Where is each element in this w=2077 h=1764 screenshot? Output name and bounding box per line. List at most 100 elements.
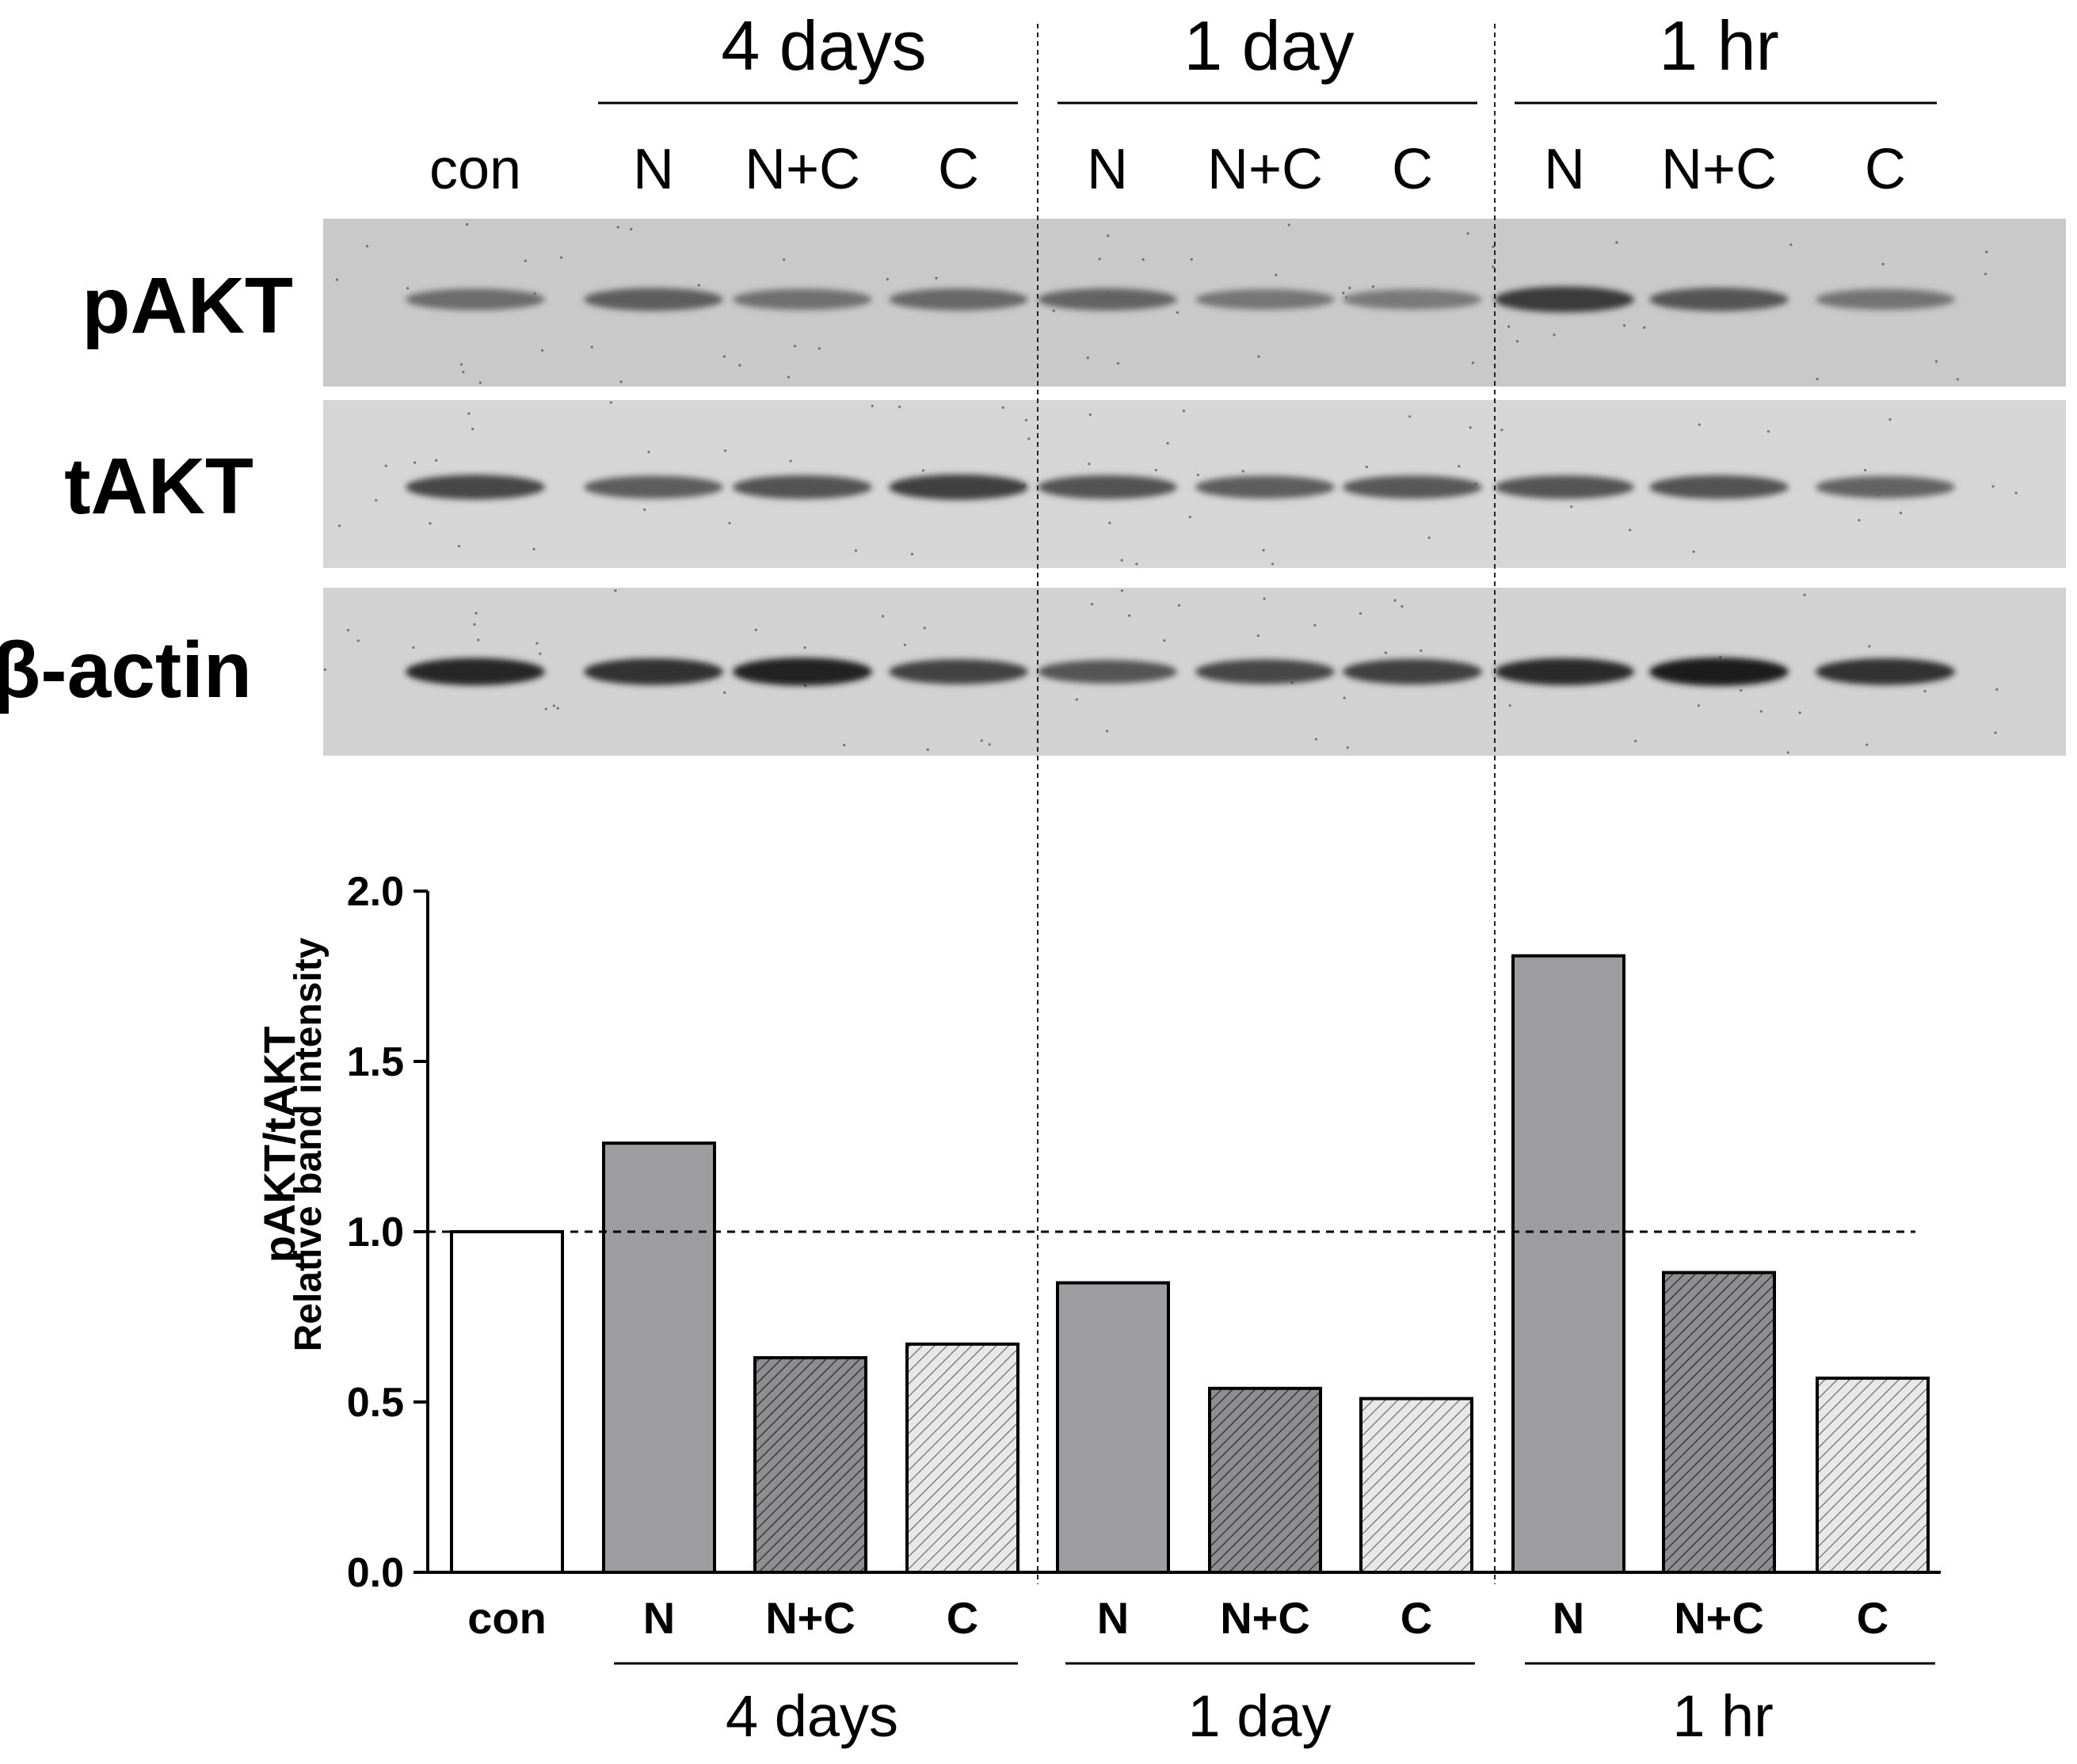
blot-speckle — [988, 743, 991, 746]
blot-speckle — [1256, 634, 1260, 638]
blot-speckle — [1984, 272, 1987, 276]
blot-speckle — [738, 364, 741, 367]
bar — [1511, 954, 1625, 1574]
blot-speckle — [1086, 356, 1089, 360]
blot-speckle — [1166, 442, 1169, 445]
blot-speckle — [539, 652, 542, 655]
x-tick-label: C — [1401, 1593, 1432, 1643]
blot-speckle — [1643, 326, 1646, 330]
blot-speckle — [803, 646, 806, 650]
blot-speckle — [1923, 689, 1926, 693]
blot-speckle — [1469, 426, 1472, 429]
blot-band — [889, 474, 1028, 500]
blot-speckle — [1492, 245, 1495, 249]
blot-speckle — [1052, 309, 1055, 312]
blot-band — [1649, 475, 1789, 499]
blot-speckle — [980, 739, 983, 742]
blot-group-label-1day: 1 day — [1183, 6, 1354, 85]
blot-speckle — [435, 459, 438, 462]
x-group-label-4days: 4 days — [726, 1683, 898, 1749]
blot-speckle — [1163, 639, 1166, 642]
blot-speckle — [1994, 731, 1997, 734]
blot-band — [1195, 659, 1335, 684]
blot-band — [733, 475, 872, 499]
y-tick-label: 1.5 — [347, 1039, 404, 1085]
blot-speckle — [793, 345, 797, 348]
blot-lane-label: N — [1544, 138, 1585, 201]
blot-row-label: β-actin — [0, 626, 252, 714]
y-axis-title: pAKT/tAKT — [254, 1027, 304, 1263]
x-tick-label: N+C — [1220, 1593, 1310, 1643]
blot-membrane — [323, 219, 2066, 387]
blot-header: 4 days 1 day 1 hr con N N+C C N N+C C N N+C C — [429, 6, 1937, 201]
blot-lane-label: con — [429, 138, 521, 201]
blot-speckle — [524, 259, 528, 262]
blot-speckle — [1991, 485, 1995, 488]
blot-band — [1649, 288, 1789, 311]
y-tick-label: 1.0 — [347, 1210, 404, 1255]
blot-band — [584, 475, 723, 499]
blot-speckle — [1570, 505, 1573, 509]
blot-band — [889, 659, 1028, 684]
blot-speckle — [1263, 597, 1266, 600]
blot-speckle — [2014, 491, 2018, 494]
blot-lane-label: N+C — [745, 138, 860, 201]
blot-speckle — [1090, 603, 1094, 606]
blot-speckle — [541, 349, 544, 352]
blot-speckle — [1128, 614, 1131, 617]
blot-band — [1195, 475, 1335, 499]
blot-speckle — [1177, 604, 1181, 607]
blot-lane-label: N — [633, 138, 674, 201]
blot-speckle — [1865, 743, 1869, 746]
blot-speckle — [1956, 378, 1959, 381]
blot-speckle — [1342, 291, 1345, 295]
blot-speckle — [1154, 468, 1157, 472]
blot-speckle — [1798, 711, 1801, 714]
blot-panel: β-actin — [0, 588, 2066, 756]
blot-band — [1343, 289, 1482, 310]
blot-speckle — [921, 469, 925, 472]
blot-speckle — [1346, 746, 1349, 749]
blot-speckle — [787, 375, 791, 379]
blot-speckle — [1515, 340, 1519, 343]
blot-speckle — [1985, 250, 1988, 253]
blot-speckle — [323, 668, 326, 671]
blot-speckle — [1371, 285, 1375, 288]
blot-speckle — [1553, 333, 1556, 337]
blot-speckle — [459, 363, 463, 366]
blot-speckle — [1622, 324, 1626, 327]
blot-membrane — [323, 400, 2066, 568]
blot-speckle — [1864, 469, 1867, 472]
blot-speckle — [1105, 730, 1109, 733]
blot-speckle — [843, 743, 846, 747]
blot-speckle — [1507, 325, 1511, 328]
blot-speckle — [1858, 519, 1861, 522]
blot-speckle — [898, 406, 901, 409]
blot-speckle — [926, 748, 929, 751]
blot-speckle — [1458, 465, 1461, 468]
blot-speckle — [630, 227, 633, 231]
bar-chart: 0.0 0.5 1.0 1.5 2.0 con N N+C C N N+C C N N+C C pAKT/… — [254, 869, 1941, 1749]
blot-speckle — [1629, 528, 1632, 531]
blot-speckle — [457, 544, 460, 548]
blot-band — [733, 288, 872, 311]
blot-speckle — [1088, 463, 1091, 466]
blot-speckle — [923, 627, 926, 630]
blot-speckle — [1634, 739, 1637, 743]
x-tick-label: con — [467, 1593, 547, 1643]
blot-speckle — [609, 401, 612, 404]
blot-lane-label: C — [1392, 138, 1433, 201]
blot-speckle — [1075, 698, 1078, 701]
x-tick-label: N — [1097, 1593, 1129, 1643]
blot-speckle — [1881, 262, 1885, 266]
blot-speckle — [643, 508, 646, 512]
blot-speckle — [886, 278, 889, 281]
blot-band — [1343, 475, 1482, 499]
blot-speckle — [1275, 273, 1278, 276]
blot-speckle — [1359, 611, 1362, 615]
blot-band — [1649, 657, 1789, 686]
bar — [602, 1141, 716, 1574]
blot-band — [406, 288, 545, 311]
blot-band — [1343, 659, 1482, 684]
blot-speckle — [1001, 406, 1004, 410]
